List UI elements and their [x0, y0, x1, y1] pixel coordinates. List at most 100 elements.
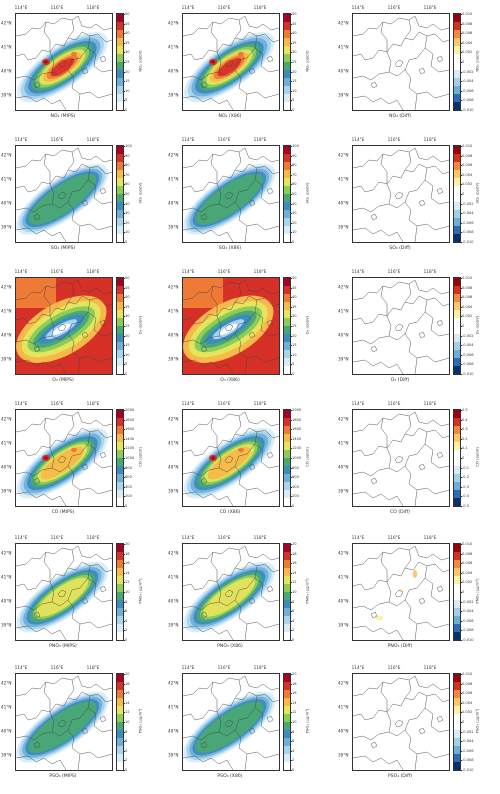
boundary-12 [224, 719, 234, 728]
panel-caption: PNO₃ (X86) [217, 644, 243, 649]
boundary-10 [16, 359, 67, 374]
colorbar-tick-label: 5 [125, 98, 128, 103]
plume-level-10 [50, 58, 75, 77]
plume-level-8 [40, 446, 84, 480]
colorbar-segment [117, 592, 123, 601]
colorbar-tick-mark [460, 52, 462, 53]
boundary-4 [210, 681, 222, 733]
longitude-label: 116°E [217, 665, 231, 670]
longitude-label: 116°E [50, 137, 64, 142]
colorbar-segment [117, 632, 123, 640]
plume-field [183, 561, 276, 633]
colorbar-tick-label: 600 [125, 475, 132, 480]
boundary-6 [87, 35, 112, 73]
colorbar-segment [454, 466, 460, 475]
colorbar-segment [454, 552, 460, 561]
boundary-13 [418, 727, 426, 735]
colorbar-tick-label: 50 [125, 12, 130, 16]
colorbar-tick-label: 20 [125, 69, 130, 74]
boundary-5 [404, 415, 412, 435]
colorbar-segment [284, 418, 290, 427]
colorbar-tick-mark [460, 165, 462, 166]
boundary-7 [183, 69, 236, 81]
colorbar-tick-label: 0 [292, 372, 295, 376]
colorbar-segment [284, 342, 290, 351]
boundary-4 [380, 681, 392, 733]
colorbar-tick-mark [460, 702, 462, 704]
colorbar-segment [454, 592, 460, 601]
colorbar-tick-label: 1200 [125, 446, 135, 451]
hotspot-center [44, 60, 48, 64]
longitude-label: 118°E [423, 535, 437, 540]
colorbar-tick-mark [290, 770, 292, 771]
longitude-label: 118°E [86, 137, 100, 142]
colorbar-tick-label: 0 [462, 590, 465, 594]
colorbar-segment [454, 358, 460, 367]
colorbar-segment [454, 70, 460, 79]
boundary-6 [254, 299, 279, 337]
colorbar-tick-mark [123, 203, 125, 205]
colorbar-tick-mark [123, 155, 125, 157]
boundary-4 [380, 285, 392, 337]
colorbar-tick-label: 10 [125, 590, 130, 594]
colorbar-segment [117, 326, 123, 335]
colorbar-tick-mark [123, 316, 125, 317]
colorbar-tick-mark [460, 563, 462, 564]
boundary-3 [216, 295, 279, 317]
boundary-11 [416, 487, 449, 495]
boundary-5 [234, 151, 242, 171]
colorbar-segment [454, 442, 460, 451]
colorbar-segment [454, 754, 460, 763]
boundary-2 [183, 181, 218, 193]
colorbar-segment [454, 234, 460, 242]
colorbar-tick-label: 0.002 [462, 50, 473, 55]
colorbar-tick-label: 16 [292, 691, 297, 696]
colorbar-segment [284, 358, 290, 367]
colorbar-tick-label: 1000 [292, 456, 302, 460]
colorbar-segment [117, 560, 123, 569]
colorbar-segment [454, 632, 460, 640]
boundary-lines [353, 411, 449, 506]
colorbar-segment [284, 234, 290, 242]
hotspot-center [211, 456, 215, 460]
boundary-lines [16, 279, 112, 374]
colorbar-segment [454, 568, 460, 577]
colorbar-segment [454, 410, 460, 419]
boundary-2 [353, 313, 388, 325]
longitude-label: 114°E [351, 665, 365, 670]
colorbar-tick-mark [460, 242, 462, 243]
boundary-3 [49, 691, 112, 713]
boundary-14 [370, 611, 378, 619]
colorbar-segment [454, 738, 460, 747]
colorbar-tick-mark [123, 731, 125, 733]
latitude-label: 40°N [1, 68, 12, 74]
map-area [182, 543, 280, 641]
latitude-label: 39°N [1, 752, 12, 758]
colorbar-segment [284, 202, 290, 211]
colorbar-segment [454, 474, 460, 483]
boundary-6 [87, 695, 112, 733]
plume-field [183, 691, 276, 763]
colorbar-tick-mark [290, 335, 292, 337]
panel-no2-x86: 114°E 116°E 118°E 42°N 41°N 40°N 39°N 50 45 40 35 3… [167, 4, 327, 134]
colorbar-tick-mark [460, 90, 462, 92]
colorbar-tick-label: 2 [292, 758, 295, 763]
colorbar-segment [454, 458, 460, 467]
latitude-label: 39°N [338, 488, 349, 494]
colorbar-tick-label: 0.006 [462, 295, 473, 300]
boundary-5 [404, 549, 412, 569]
map-plot [353, 15, 449, 110]
colorbar-segment [284, 458, 290, 467]
colorbar-tick-mark [460, 429, 462, 430]
longitude-label: 118°E [253, 5, 267, 10]
colorbar-segment [284, 608, 290, 617]
colorbar-tick-label: 14 [125, 700, 130, 705]
colorbar-tick-label: 20 [292, 542, 297, 546]
latitude-label: 41°N [1, 704, 12, 710]
colorbar-tick-mark [460, 374, 462, 375]
colorbar-tick-label: 0 [462, 324, 465, 328]
map-area [182, 673, 280, 771]
panel-no2-diff: 114°E 116°E 118°E 42°N 41°N 40°N 39°N 0.010 0.00… [337, 4, 497, 134]
boundary-2 [183, 579, 218, 591]
colorbar-segment [284, 78, 290, 87]
